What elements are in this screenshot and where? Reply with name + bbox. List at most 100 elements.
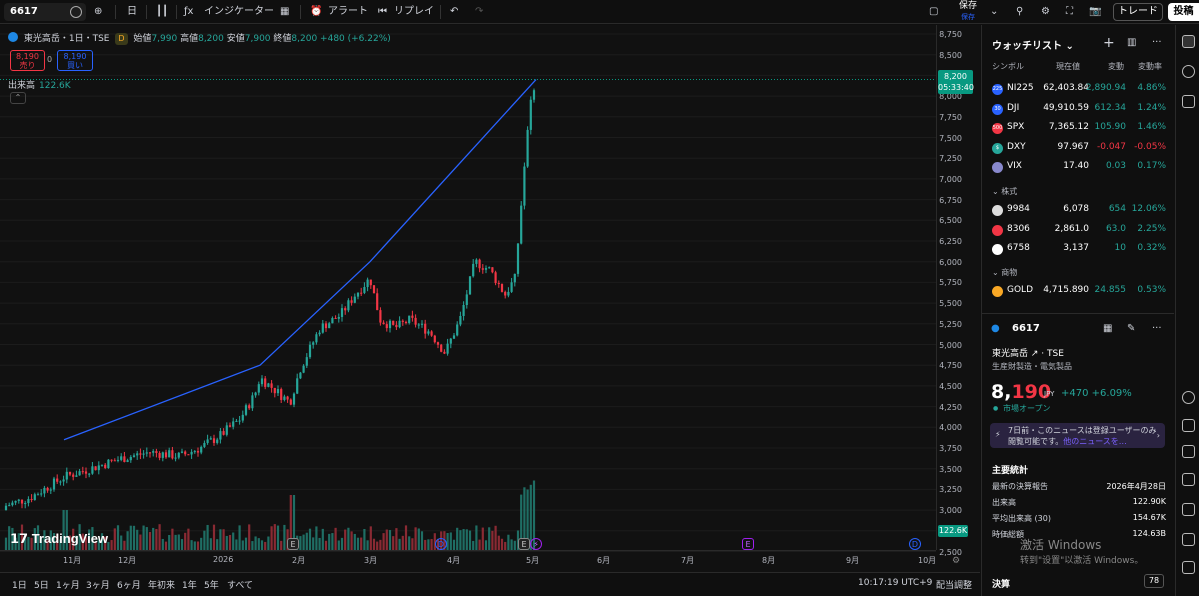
ideas-icon[interactable] bbox=[1182, 391, 1195, 404]
layouts-icon[interactable]: ▦ bbox=[280, 6, 290, 17]
fullscreen-icon[interactable]: ⛶ bbox=[1066, 6, 1073, 17]
more-icon[interactable]: ··· bbox=[1152, 323, 1162, 334]
watchlist-row[interactable]: 8306 2,861.0 63.0 2.25% bbox=[982, 221, 1174, 240]
volume-bar bbox=[148, 532, 152, 550]
price-axis[interactable]: 8,7508,5008,2508,0007,7507,5007,2507,000… bbox=[936, 25, 980, 557]
more-icon[interactable]: ··· bbox=[1152, 37, 1162, 48]
legend-title[interactable]: 東光高岳・1日・TSE bbox=[23, 34, 110, 44]
save-dropdown-icon[interactable]: ⌄ bbox=[990, 6, 999, 17]
time-axis[interactable] bbox=[0, 550, 936, 570]
undo-icon[interactable]: ↶ bbox=[450, 6, 459, 17]
candle-body bbox=[206, 439, 209, 443]
volume-bar bbox=[84, 537, 88, 550]
buy-button[interactable]: 8,190 買い bbox=[57, 50, 93, 71]
layout-select-icon[interactable]: ▢ bbox=[929, 6, 939, 17]
col-symbol[interactable]: シンボル bbox=[992, 62, 1024, 71]
earnings-count[interactable]: 78 bbox=[1144, 574, 1164, 588]
symbol-search-icon[interactable] bbox=[70, 6, 82, 18]
watchlist-row[interactable]: $ DXY 97.967 -0.047 -0.05% bbox=[982, 139, 1174, 158]
watchlist-row[interactable]: 500 SPX 7,365.12 105.90 1.46% bbox=[982, 119, 1174, 138]
pine-editor-icon[interactable] bbox=[1182, 533, 1195, 546]
replay-icon[interactable]: ⏮ bbox=[378, 6, 387, 17]
post-button[interactable]: 投稿 bbox=[1168, 3, 1199, 21]
edit-note-icon[interactable]: ✎ bbox=[1127, 323, 1136, 334]
candle-body bbox=[152, 451, 155, 453]
col-change-pct[interactable]: 変動率 bbox=[1138, 62, 1162, 71]
range-button[interactable]: すべて bbox=[227, 581, 254, 591]
watchlist-row[interactable]: 30 DJI 49,910.59 612.34 1.24% bbox=[982, 100, 1174, 119]
watchlist-icon[interactable] bbox=[1182, 35, 1195, 48]
range-button[interactable]: 6ヶ月 bbox=[117, 581, 141, 591]
signals-icon[interactable] bbox=[1182, 419, 1195, 432]
advanced-view-icon[interactable]: ▥ bbox=[1127, 37, 1137, 48]
range-button[interactable]: 1ヶ月 bbox=[56, 581, 80, 591]
watchlist-row[interactable]: GOLD 4,715.890 24.855 0.53% bbox=[982, 282, 1174, 301]
clock[interactable]: 10:17:19 UTC+9 bbox=[858, 578, 933, 588]
replay-button[interactable]: リプレイ bbox=[394, 6, 434, 17]
range-button[interactable]: 3ヶ月 bbox=[86, 581, 110, 591]
alert-icon[interactable]: ⏰ bbox=[310, 6, 323, 17]
candle-body bbox=[398, 320, 401, 328]
indicators-icon[interactable]: ƒx bbox=[184, 6, 194, 17]
redo-icon[interactable]: ↷ bbox=[475, 6, 484, 17]
trend-line[interactable] bbox=[63, 79, 537, 441]
detail-symbol[interactable]: 6617 bbox=[1012, 323, 1040, 334]
col-change[interactable]: 変動 bbox=[1108, 62, 1124, 71]
volume-bar bbox=[190, 540, 193, 550]
volume-bar bbox=[17, 533, 20, 550]
sell-button[interactable]: 8,190 売り bbox=[10, 50, 45, 71]
chart-area[interactable] bbox=[0, 25, 980, 596]
chat-icon[interactable] bbox=[1182, 473, 1195, 486]
quick-search-icon[interactable]: ⚲ bbox=[1016, 6, 1024, 17]
candle-type-icon[interactable]: ┃┃ bbox=[156, 6, 169, 17]
earnings-title[interactable]: 決算 bbox=[992, 580, 1011, 590]
watchlist-row[interactable]: 225 NI225 62,403.84 2,890.94 4.86% bbox=[982, 80, 1174, 99]
trade-button[interactable]: トレード bbox=[1113, 3, 1163, 21]
dividend-marker[interactable]: D bbox=[435, 538, 447, 550]
section-stocks[interactable]: ⌄ 株式 bbox=[992, 187, 1018, 196]
calendar-icon[interactable] bbox=[1182, 445, 1195, 458]
adjust-button[interactable]: 配当調整 bbox=[936, 581, 973, 591]
section-commodities[interactable]: ⌄ 商物 bbox=[992, 268, 1018, 277]
range-button[interactable]: 1年 bbox=[182, 581, 197, 591]
indicators-button[interactable]: インジケーター bbox=[204, 6, 274, 17]
watchlist-row[interactable]: 9984 6,078 654 12.06% bbox=[982, 201, 1174, 220]
layers-icon[interactable] bbox=[1182, 95, 1195, 108]
apps-grid-icon[interactable] bbox=[1182, 561, 1195, 574]
price-chart[interactable] bbox=[0, 25, 980, 596]
detail-grid-icon[interactable]: ▦ bbox=[1103, 323, 1113, 334]
range-button[interactable]: 年初来 bbox=[148, 581, 176, 591]
volume-bar bbox=[97, 539, 100, 550]
add-symbol-icon[interactable]: + bbox=[1103, 35, 1115, 51]
future-earnings-marker[interactable]: E bbox=[742, 538, 754, 550]
axis-settings-icon[interactable]: ⚙ bbox=[952, 556, 961, 566]
settings-icon[interactable]: ⚙ bbox=[1041, 6, 1050, 17]
snapshot-icon[interactable]: 📷 bbox=[1089, 6, 1102, 17]
symbol-search[interactable]: 6617 bbox=[4, 3, 86, 21]
volume-bar bbox=[4, 537, 8, 550]
collapse-legend-icon[interactable]: ⌃ bbox=[10, 92, 26, 104]
alerts-clock-icon[interactable] bbox=[1182, 65, 1195, 78]
earnings-marker[interactable]: E bbox=[518, 538, 530, 550]
save-button[interactable]: 保存 保存 bbox=[958, 1, 977, 21]
range-button[interactable]: 1日 bbox=[12, 581, 27, 591]
watchlist-title[interactable]: ウォッチリスト ⌄ bbox=[992, 41, 1074, 52]
news-banner[interactable]: ⚡ 7日前・このニュースは登録ユーザーのみ閲覧可能です。他のニュースを… › bbox=[990, 423, 1165, 448]
future-dividend-marker[interactable]: D bbox=[909, 538, 921, 550]
alert-button[interactable]: アラート bbox=[328, 6, 368, 17]
volume-bar bbox=[20, 524, 24, 550]
volume-bar bbox=[270, 526, 273, 550]
watchlist-row[interactable]: VIX 17.40 0.03 0.17% bbox=[982, 158, 1174, 177]
earnings-marker[interactable]: E bbox=[287, 538, 299, 550]
add-symbol-icon[interactable]: ⊕ bbox=[94, 6, 103, 17]
detail-name[interactable]: 東光高岳 ↗ · TSE bbox=[992, 349, 1064, 359]
watchlist-row[interactable]: 6758 3,137 10 0.32% bbox=[982, 240, 1174, 259]
col-last[interactable]: 現在値 bbox=[1056, 62, 1080, 71]
notifications-icon[interactable] bbox=[1182, 503, 1195, 516]
detail-sector[interactable]: 生産財製造・電気製品 bbox=[992, 362, 1072, 371]
range-button[interactable]: 5日 bbox=[34, 581, 49, 591]
split-marker[interactable]: ⚡ bbox=[530, 538, 542, 550]
range-button[interactable]: 5年 bbox=[204, 581, 219, 591]
interval-button[interactable]: 日 bbox=[127, 6, 137, 17]
candle-body bbox=[459, 315, 462, 325]
